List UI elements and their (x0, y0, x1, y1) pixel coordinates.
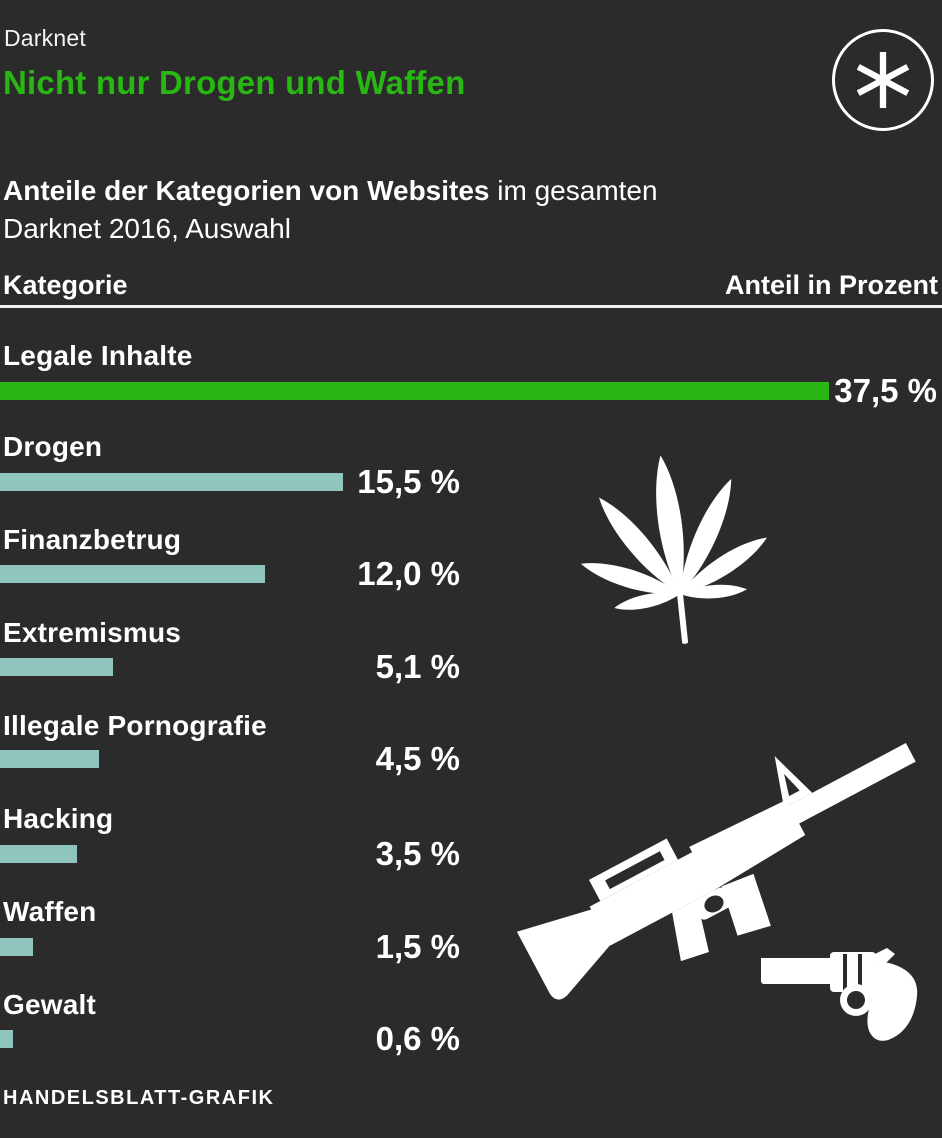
value-label: 0,6 % (375, 1020, 460, 1057)
category-label: Illegale Pornografie (3, 710, 267, 741)
bar (0, 750, 99, 768)
revolver-icon (761, 948, 918, 1041)
rifle-icon (516, 743, 916, 1000)
bar (0, 938, 33, 956)
page-title: Nicht nur Drogen und Waffen (3, 64, 466, 101)
bar (0, 658, 113, 676)
value-label: 37,5 % (834, 372, 937, 409)
category-label: Hacking (3, 803, 114, 834)
value-label: 12,0 % (357, 555, 460, 592)
handelsblatt-logo (832, 29, 934, 131)
bar (0, 382, 829, 400)
chart-subtitle: Anteile der Kategorien von Websites im g… (3, 172, 658, 248)
kicker: Darknet (4, 25, 86, 51)
category-label: Legale Inhalte (3, 340, 193, 371)
value-label: 3,5 % (375, 835, 460, 872)
value-label: 5,1 % (375, 648, 460, 685)
handelsblatt-asterisk-icon (856, 52, 910, 108)
category-label: Waffen (3, 896, 97, 927)
cannabis-leaf-icon (580, 455, 767, 644)
value-label: 15,5 % (357, 463, 460, 500)
category-label: Extremismus (3, 617, 182, 648)
column-header-share: Anteil in Prozent (724, 270, 938, 300)
category-label: Finanzbetrug (3, 524, 182, 555)
header-divider (0, 305, 942, 308)
category-label: Gewalt (3, 989, 97, 1020)
bar (0, 565, 265, 583)
bar (0, 1030, 13, 1048)
source-credit: HANDELSBLATT-GRAFIK (3, 1087, 275, 1109)
value-label: 4,5 % (375, 740, 460, 777)
column-header-category: Kategorie (3, 270, 128, 300)
category-label: Drogen (3, 431, 103, 462)
subtitle-line1: Anteile der Kategorien von Websites im g… (3, 175, 658, 206)
value-label: 1,5 % (375, 928, 460, 965)
subtitle-line2: Darknet 2016, Auswahl (3, 213, 291, 244)
bar (0, 473, 343, 491)
bar (0, 845, 77, 863)
